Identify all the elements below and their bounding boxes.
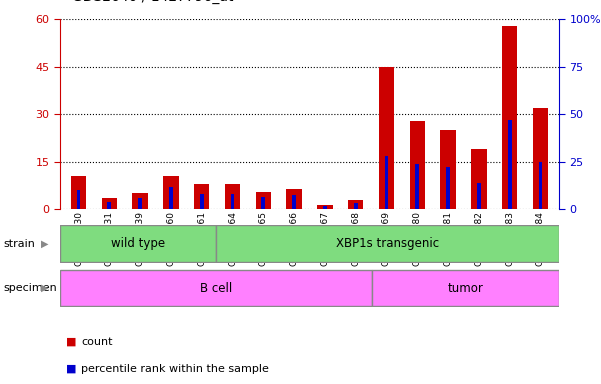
Bar: [71, 176, 87, 209]
Bar: [477, 183, 481, 209]
Bar: [169, 187, 173, 209]
Bar: [348, 200, 364, 209]
Bar: [108, 202, 111, 209]
Text: GDS2640 / 1427796_at: GDS2640 / 1427796_at: [72, 0, 234, 4]
Bar: [538, 162, 542, 209]
Bar: [292, 195, 296, 209]
Bar: [255, 192, 271, 209]
Bar: [261, 197, 265, 209]
Bar: [138, 198, 142, 209]
Bar: [60, 225, 216, 262]
Bar: [502, 26, 517, 209]
Bar: [441, 130, 456, 209]
Bar: [102, 198, 117, 209]
Text: wild type: wild type: [111, 237, 165, 250]
Bar: [317, 205, 332, 209]
Text: ▶: ▶: [41, 283, 48, 293]
Text: ▶: ▶: [41, 239, 48, 249]
Bar: [372, 270, 559, 306]
Bar: [216, 225, 559, 262]
Text: percentile rank within the sample: percentile rank within the sample: [81, 364, 269, 374]
Bar: [379, 67, 394, 209]
Bar: [323, 207, 327, 209]
Bar: [471, 149, 487, 209]
Text: count: count: [81, 337, 112, 347]
Text: ■: ■: [66, 364, 76, 374]
Text: XBP1s transgenic: XBP1s transgenic: [336, 237, 439, 250]
Bar: [231, 194, 234, 209]
Bar: [532, 108, 548, 209]
Bar: [60, 270, 372, 306]
Bar: [225, 184, 240, 209]
Text: tumor: tumor: [448, 281, 483, 295]
Bar: [508, 120, 511, 209]
Bar: [194, 184, 209, 209]
Bar: [354, 203, 358, 209]
Bar: [287, 189, 302, 209]
Bar: [132, 194, 148, 209]
Text: strain: strain: [3, 239, 35, 249]
Bar: [77, 190, 81, 209]
Bar: [415, 164, 419, 209]
Text: ■: ■: [66, 337, 76, 347]
Bar: [410, 121, 425, 209]
Bar: [446, 167, 450, 209]
Bar: [200, 194, 204, 209]
Text: B cell: B cell: [200, 281, 232, 295]
Text: specimen: specimen: [3, 283, 56, 293]
Bar: [163, 176, 178, 209]
Bar: [385, 156, 388, 209]
